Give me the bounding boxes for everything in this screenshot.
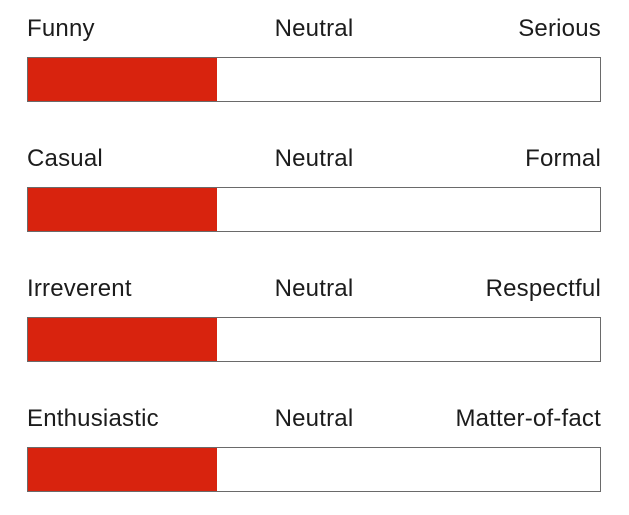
slider-fill	[28, 448, 217, 491]
slider-fill	[28, 318, 217, 361]
slider-center-label: Neutral	[274, 145, 354, 172]
slider-center-label: Neutral	[274, 405, 354, 432]
slider-right-label: Serious	[518, 15, 601, 42]
tone-slider-row: Funny Neutral Serious	[27, 15, 601, 102]
slider-track[interactable]	[27, 57, 601, 102]
slider-track[interactable]	[27, 187, 601, 232]
tone-slider-row: Casual Neutral Formal	[27, 145, 601, 232]
tone-sliders-panel: Funny Neutral Serious Casual Neutral For…	[27, 15, 601, 492]
slider-labels: Funny Neutral Serious	[27, 15, 601, 43]
tone-slider-row: Irreverent Neutral Respectful	[27, 275, 601, 362]
slider-labels: Casual Neutral Formal	[27, 145, 601, 173]
slider-track[interactable]	[27, 317, 601, 362]
slider-right-label: Matter-of-fact	[455, 405, 601, 432]
slider-left-label: Irreverent	[27, 275, 132, 302]
slider-center-label: Neutral	[274, 275, 354, 302]
slider-right-label: Formal	[525, 145, 601, 172]
slider-center-label: Neutral	[274, 15, 354, 42]
slider-left-label: Enthusiastic	[27, 405, 159, 432]
tone-slider-row: Enthusiastic Neutral Matter-of-fact	[27, 405, 601, 492]
slider-left-label: Casual	[27, 145, 103, 172]
slider-fill	[28, 58, 217, 101]
slider-fill	[28, 188, 217, 231]
slider-left-label: Funny	[27, 15, 95, 42]
slider-labels: Irreverent Neutral Respectful	[27, 275, 601, 303]
slider-right-label: Respectful	[485, 275, 601, 302]
slider-labels: Enthusiastic Neutral Matter-of-fact	[27, 405, 601, 433]
slider-track[interactable]	[27, 447, 601, 492]
